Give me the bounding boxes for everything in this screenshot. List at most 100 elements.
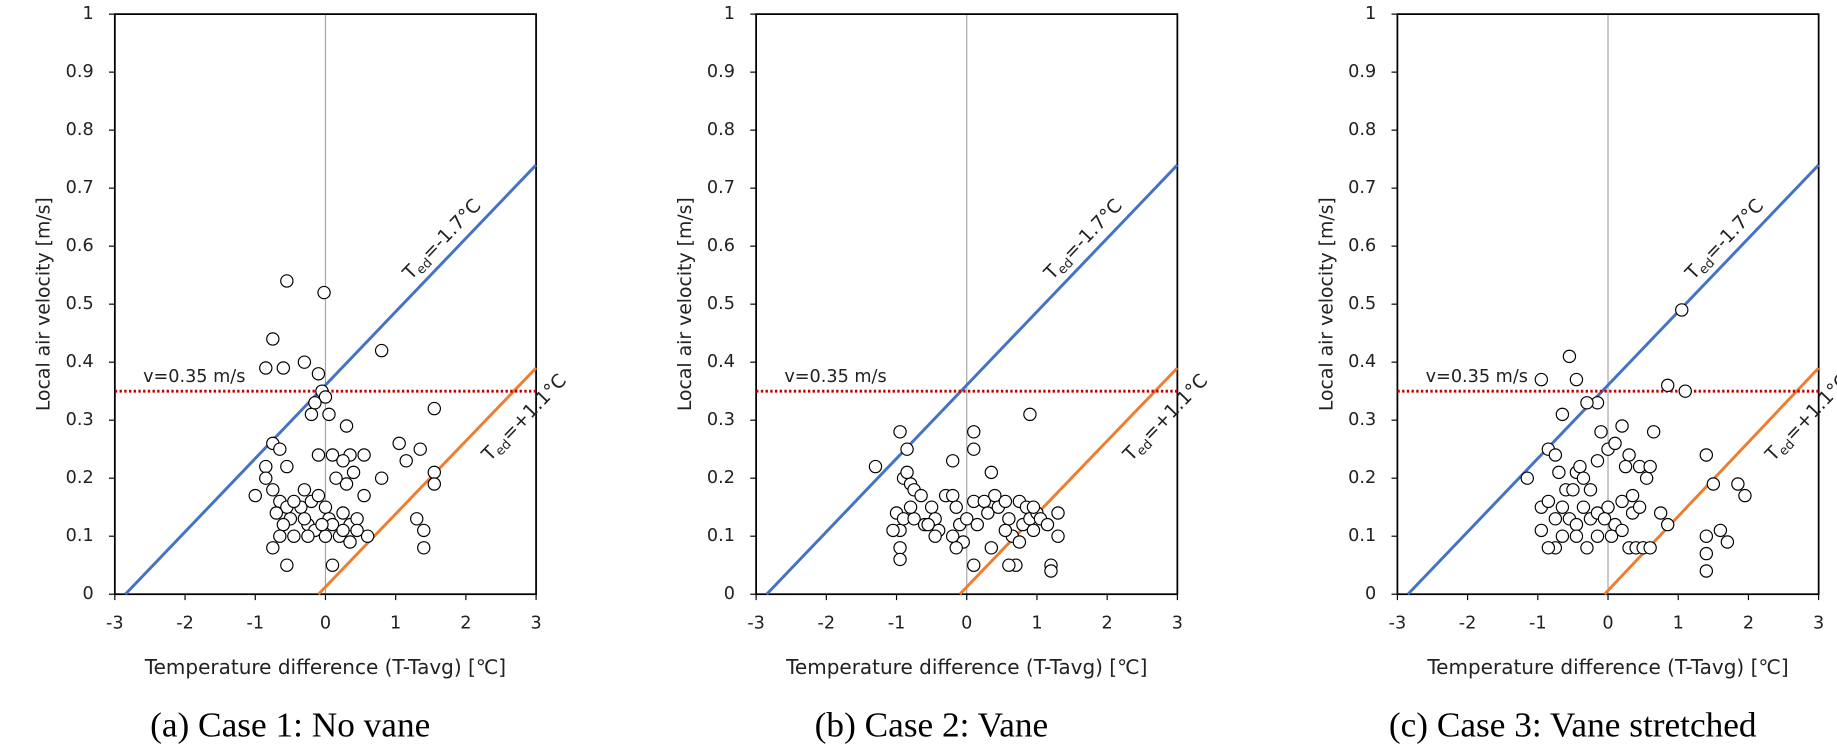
data-point: [1555, 500, 1570, 514]
data-point: [318, 500, 333, 514]
y-tick-label: 0.9: [66, 62, 94, 82]
y-tick-label: 0.5: [707, 294, 735, 314]
y-tick-label: 0.4: [66, 352, 94, 372]
data-point: [1569, 517, 1584, 532]
x-tick-label: 2: [1743, 614, 1754, 634]
threshold-line: [317, 366, 538, 596]
data-point: [967, 442, 981, 456]
threshold-line: [765, 163, 1179, 596]
data-point: [1562, 349, 1577, 364]
data-point: [1026, 523, 1041, 538]
data-point: [1706, 477, 1721, 491]
data-point: [945, 488, 960, 503]
y-tick-label: 0.7: [66, 178, 94, 198]
data-point: [1555, 407, 1570, 422]
velocity-limit-label: v=0.35 m/s: [1426, 367, 1528, 387]
y-tick-label: 0.4: [707, 352, 735, 372]
data-point: [427, 465, 441, 480]
data-point: [893, 425, 907, 439]
data-point: [266, 332, 280, 346]
x-tick-label: 2: [460, 614, 471, 634]
data-point: [1639, 471, 1654, 485]
data-point: [984, 465, 999, 480]
data-point: [343, 535, 357, 549]
data-point: [1713, 523, 1728, 538]
line-label: Ted=-1.7°C: [1681, 195, 1770, 286]
data-point: [998, 523, 1013, 538]
data-point: [350, 512, 364, 526]
data-point: [893, 552, 907, 567]
data-point: [417, 523, 431, 538]
data-point: [921, 517, 935, 532]
threshold-line: [958, 366, 1179, 596]
x-tick-label: -1: [246, 614, 264, 634]
y-tick-label: 0.9: [707, 62, 735, 82]
caption: (a) Case 1: No vane: [150, 705, 430, 744]
data-point: [967, 558, 981, 572]
data-point: [287, 494, 301, 509]
data-point: [297, 355, 312, 369]
data-point: [1615, 523, 1629, 538]
x-axis-title: Temperature difference (T-Tavg) [℃]: [785, 655, 1147, 679]
plot-frame: [755, 13, 1179, 596]
data-point: [1548, 512, 1563, 526]
data-point: [325, 558, 340, 572]
x-tick-label: 1: [390, 614, 401, 634]
data-point: [360, 529, 375, 543]
y-tick-label: 1: [1365, 4, 1376, 24]
data-point: [1541, 494, 1556, 509]
data-point: [346, 465, 361, 480]
data-point: [1675, 303, 1689, 317]
y-tick-label: 0.2: [1348, 468, 1376, 488]
data-point: [357, 488, 371, 503]
caption: (c) Case 3: Vane stretched: [1389, 705, 1757, 744]
data-point: [259, 471, 273, 485]
data-point: [308, 396, 322, 410]
y-tick-label: 0: [724, 584, 735, 604]
data-point: [1643, 541, 1657, 555]
data-point: [301, 529, 315, 543]
data-point: [1051, 529, 1065, 543]
data-point: [1576, 471, 1591, 485]
data-point: [1678, 384, 1692, 398]
line-label: Ted=+1.1°C: [1119, 370, 1214, 468]
data-point: [1576, 500, 1591, 514]
y-tick-label: 0.6: [707, 236, 735, 256]
data-point: [339, 419, 354, 433]
data-point: [1594, 425, 1608, 439]
data-point: [1699, 529, 1714, 543]
y-tick-label: 1: [82, 4, 93, 24]
data-point: [1569, 372, 1584, 387]
data-point: [336, 523, 350, 538]
data-point: [868, 459, 883, 474]
data-point: [410, 512, 424, 526]
data-point: [1632, 500, 1647, 514]
data-point: [276, 361, 291, 375]
x-tick-label: 3: [1813, 614, 1824, 634]
data-point: [1002, 512, 1016, 526]
data-point: [311, 367, 326, 381]
data-point: [1023, 407, 1037, 422]
data-point: [1566, 483, 1580, 497]
y-tick-label: 0.7: [707, 178, 735, 198]
data-point: [1573, 459, 1587, 474]
data-point: [1026, 500, 1041, 514]
data-point: [970, 517, 984, 532]
x-tick-label: 3: [1172, 614, 1183, 634]
velocity-limit-label: v=0.35 m/s: [143, 367, 245, 387]
data-point: [1625, 488, 1640, 503]
data-point: [1548, 448, 1563, 462]
data-point: [1720, 535, 1735, 549]
y-axis-title: Local air velocity [m/s]: [34, 197, 55, 411]
y-tick-label: 0.5: [66, 294, 94, 314]
y-tick-label: 0.4: [1348, 352, 1376, 372]
data-point: [329, 471, 343, 485]
data-point: [893, 541, 907, 555]
x-tick-label: -1: [888, 614, 906, 634]
data-point: [1615, 494, 1629, 509]
data-point: [374, 343, 389, 358]
y-tick-label: 0.6: [1348, 236, 1376, 256]
data-point: [350, 523, 364, 538]
data-point: [924, 500, 939, 514]
data-point: [1738, 488, 1752, 503]
